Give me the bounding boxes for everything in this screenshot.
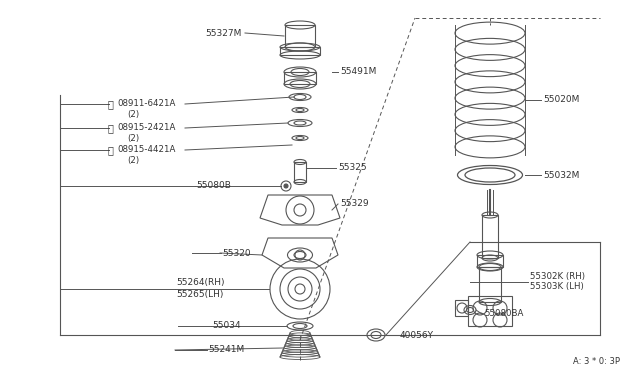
- Text: 55491M: 55491M: [340, 67, 376, 77]
- Text: Ⓦ: Ⓦ: [107, 145, 113, 155]
- Text: 55034: 55034: [212, 321, 241, 330]
- Circle shape: [284, 184, 288, 188]
- Bar: [284, 72, 316, 84]
- Text: 55264(RH): 55264(RH): [176, 279, 225, 288]
- Text: 55329: 55329: [340, 199, 369, 208]
- Text: 55302K (RH): 55302K (RH): [530, 272, 585, 280]
- Bar: [479, 267, 501, 302]
- Text: 08915-4421A: 08915-4421A: [117, 145, 175, 154]
- Text: 55327M: 55327M: [205, 29, 241, 38]
- Bar: [468, 296, 512, 326]
- Text: A: 3 * 0: 3P: A: 3 * 0: 3P: [573, 357, 620, 366]
- Bar: [285, 25, 315, 47]
- Text: 55265(LH): 55265(LH): [176, 291, 223, 299]
- Text: 55032M: 55032M: [543, 170, 579, 180]
- Text: 55241M: 55241M: [208, 346, 244, 355]
- Text: Ⓝ: Ⓝ: [107, 99, 113, 109]
- Text: (2): (2): [127, 109, 139, 119]
- Text: 55080BA: 55080BA: [484, 310, 524, 318]
- Text: 55020M: 55020M: [543, 96, 579, 105]
- Text: (2): (2): [127, 155, 139, 164]
- Text: 55303K (LH): 55303K (LH): [530, 282, 584, 292]
- Text: (2): (2): [127, 134, 139, 142]
- Text: 08911-6421A: 08911-6421A: [117, 99, 175, 109]
- Bar: [482, 215, 498, 258]
- Text: Ⓦ: Ⓦ: [107, 123, 113, 133]
- Text: 08915-2421A: 08915-2421A: [117, 124, 175, 132]
- Text: 55325: 55325: [338, 164, 367, 173]
- Text: 40056Y: 40056Y: [400, 330, 434, 340]
- Bar: [294, 162, 306, 182]
- Text: 55080B: 55080B: [196, 182, 231, 190]
- Bar: [477, 255, 503, 267]
- Text: 55320: 55320: [222, 248, 251, 257]
- Bar: [280, 47, 320, 55]
